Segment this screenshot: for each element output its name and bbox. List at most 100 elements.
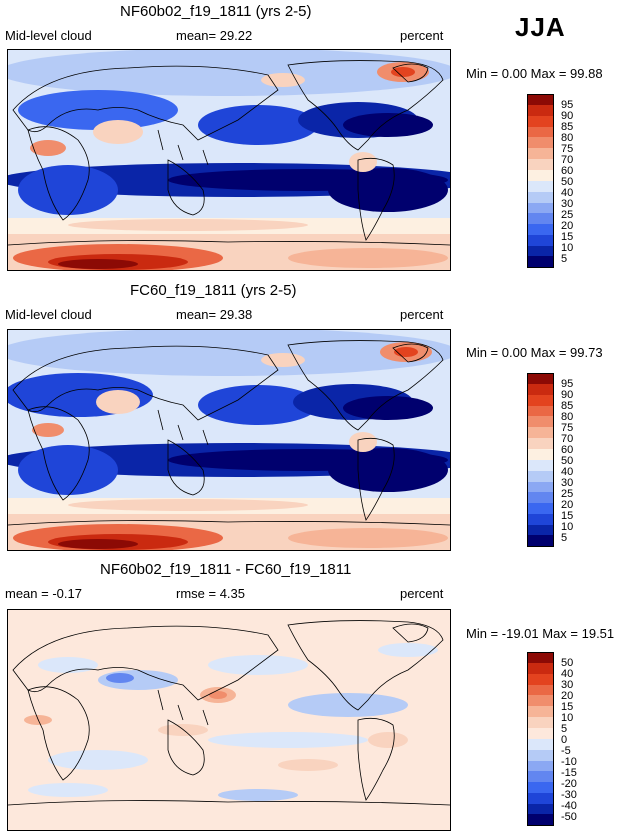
panel-3-colorbar-cell [528, 761, 553, 771]
panel-1-colorbar-cell [528, 148, 553, 159]
panel-2-colorbar-cell [528, 406, 553, 416]
panel-3-colorbar-cell [528, 804, 553, 814]
panel-3-coastlines [8, 620, 450, 806]
panel-3-colorbar-cell [528, 717, 553, 728]
panel-2-colorbar-cell [528, 525, 553, 535]
panel-1-colorbar-label: 90 [561, 110, 574, 122]
panel-3-colorbar-cell [528, 814, 553, 825]
panel-3-colorbar-label: -10 [561, 756, 577, 768]
panel-1-colorbar-label: 85 [561, 121, 574, 133]
panel-1-colorbar-cell [528, 127, 553, 137]
panel-2-colorbar-cell [528, 503, 553, 514]
panel-1-colorbar-cell [528, 224, 553, 235]
panel-2-colorbar-label: 40 [561, 466, 574, 478]
panel-2-colorbar-cell [528, 514, 553, 525]
panel-2-variable: Mid-level cloud [5, 307, 92, 322]
panel-1-variable: Mid-level cloud [5, 28, 92, 43]
panel-1-colorbar-cell [528, 159, 553, 170]
panel-3-colorbar-cell [528, 750, 553, 761]
panel-1-colorbar-cell [528, 235, 553, 246]
panel-3-colorbar-label: -5 [561, 745, 571, 757]
panel-1-map-svg [8, 50, 450, 270]
panel-1-colorbar-label: 15 [561, 231, 574, 243]
panel-1-colorbar-label: 70 [561, 154, 574, 166]
panel-3-colorbar-cell [528, 739, 553, 750]
panel-2-colorbar-label: 5 [561, 532, 568, 544]
panel-3-colorbar-cell [528, 695, 553, 706]
panel-2-title: FC60_f19_1811 (yrs 2-5) [130, 282, 297, 299]
panel-2-colorbar-label: 95 [561, 378, 574, 390]
panel-1-colorbar-label: 10 [561, 242, 574, 254]
panel-2-colorbar-cell [528, 438, 553, 449]
panel-3-title: NF60b02_f19_1811 - FC60_f19_1811 [100, 561, 352, 578]
panel-2-map-svg [8, 330, 450, 550]
panel-3-colorbar-label: 15 [561, 701, 574, 713]
panel-2-map [7, 329, 451, 551]
panel-2-colorbar-label: 25 [561, 488, 574, 500]
panel-1-colorbar-label: 60 [561, 165, 574, 177]
season-label: JJA [515, 12, 566, 42]
panel-1-colorbar-label: 30 [561, 198, 574, 210]
panel-3-colorbar-label: -20 [561, 778, 577, 790]
panel-1-units: percent [400, 28, 444, 43]
panel-3-colorbar-label: -50 [561, 811, 577, 823]
panel-3-colorbar-label: 10 [561, 712, 574, 724]
panel-2-colorbar-cell [528, 384, 553, 395]
panel-3-colorbar-cell [528, 782, 553, 793]
panel-2-colorbar-label: 10 [561, 521, 574, 533]
panel-1-cloud-field [8, 50, 450, 270]
panel-3-map-svg [8, 610, 450, 830]
panel-3-colorbar-cell [528, 663, 553, 674]
panel-2-units: percent [400, 307, 444, 322]
panel-1-colorbar-cell [528, 181, 553, 192]
panel-2-colorbar-label: 20 [561, 499, 574, 511]
panel-1-coastlines [8, 60, 450, 246]
panel-3-colorbar-cell [528, 706, 553, 717]
panel-1-colorbar-cell [528, 256, 553, 267]
panel-3-minmax: Min = -19.01 Max = 19.51 [466, 626, 615, 641]
panel-1-minmax: Min = 0.00 Max = 99.88 [466, 66, 603, 81]
panel-2-colorbar-label: 30 [561, 477, 574, 489]
panel-3-colorbar-label: -15 [561, 767, 577, 779]
panel-1-colorbar-cell [528, 213, 553, 224]
panel-3-colorbar-cell [528, 685, 553, 695]
panel-1-colorbar-cell [528, 105, 553, 116]
panel-2-minmax: Min = 0.00 Max = 99.73 [466, 345, 603, 360]
panel-3-colorbar-cell [528, 771, 553, 782]
panel-1-colorbar [527, 94, 554, 268]
panel-3-colorbar-cell [528, 728, 553, 739]
panel-2-colorbar-cell [528, 416, 553, 427]
panel-3-colorbar-label: 0 [561, 734, 568, 746]
panel-2-colorbar-cell [528, 374, 553, 384]
panel-2-colorbar-label: 80 [561, 411, 574, 423]
panel-3-colorbar-label: -30 [561, 789, 577, 801]
panel-3-colorbar-cell [528, 674, 553, 685]
panel-1-colorbar-label: 95 [561, 99, 574, 111]
panel-1-colorbar-label: 40 [561, 187, 574, 199]
panel-2-colorbar-label: 85 [561, 400, 574, 412]
panel-1-colorbar-cell [528, 170, 553, 181]
panel-2-colorbar-cell [528, 427, 553, 438]
panel-1-colorbar-label: 80 [561, 132, 574, 144]
panel-3-colorbar-label: 40 [561, 668, 574, 680]
panel-3-colorbar-cell [528, 793, 553, 804]
panel-3-colorbar-label: -40 [561, 800, 577, 812]
panel-1-colorbar-cell [528, 116, 553, 127]
panel-1-colorbar-cell [528, 203, 553, 213]
panel-1-colorbar-label: 50 [561, 176, 574, 188]
panel-1-colorbar-cell [528, 137, 553, 148]
panel-1-colorbar-label: 75 [561, 143, 574, 155]
panel-3-mean: mean = -0.17 [5, 586, 82, 601]
panel-3-colorbar-label: 50 [561, 657, 574, 669]
panel-3-rmse: rmse = 4.35 [176, 586, 246, 601]
panel-2-colorbar-label: 15 [561, 510, 574, 522]
panel-3-colorbar-label: 5 [561, 723, 568, 735]
panel-2-colorbar-cell [528, 535, 553, 546]
panel-1-mean: mean= 29.22 [176, 28, 253, 43]
panel-3-colorbar-label: 20 [561, 690, 574, 702]
panel-3-colorbar [527, 652, 554, 826]
panel-2-coastlines [8, 340, 450, 526]
panel-2-colorbar-cell [528, 460, 553, 471]
panel-1-colorbar-cell [528, 95, 553, 105]
panel-2-colorbar-cell [528, 395, 553, 406]
